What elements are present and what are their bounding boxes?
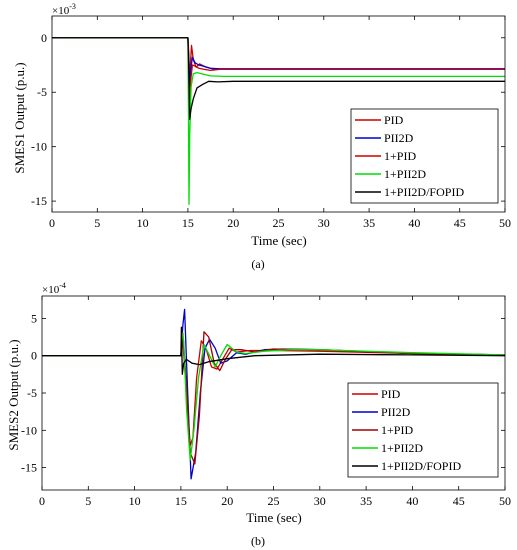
x-tick-label: 50	[499, 494, 511, 508]
series-line-1-pid	[42, 331, 506, 465]
legend-entry: PII2D	[381, 405, 411, 419]
series-line-pii2d	[52, 37, 505, 93]
panel-caption-b: (b)	[251, 534, 265, 548]
y-axis-label-a: SMES1 Output (p.u.)	[12, 62, 27, 173]
legend: PID PII2D 1+PID 1+PII2D 1+PII2D/FOPID	[347, 382, 499, 478]
x-tick-label: 20	[227, 216, 239, 230]
y-tick-label: 0	[41, 31, 47, 45]
chart-smes2-output: ×10-4 SMES2 Output (p.u.) Time (sec) (b)…	[6, 281, 511, 548]
chart-smes1-output: ×10-3 SMES1 Output (p.u.) Time (sec) (a)…	[12, 2, 511, 271]
legend-entry: PID	[381, 387, 401, 401]
x-tick-label: 20	[221, 494, 233, 508]
y-tick-label: -10	[21, 423, 37, 437]
y-tick-label: -5	[27, 386, 37, 400]
x-tick-label: 0	[49, 216, 55, 230]
x-tick-label: 45	[453, 494, 465, 508]
x-tick-label: 30	[314, 494, 326, 508]
x-tick-label: 10	[137, 216, 149, 230]
legend-entry: 1+PID	[384, 149, 416, 163]
panel-caption-a: (a)	[251, 257, 264, 271]
series-line-pid	[52, 37, 505, 82]
x-tick-label: 10	[129, 494, 141, 508]
exponent-power-b: -4	[59, 281, 66, 290]
y-tick-label: -5	[37, 85, 47, 99]
legend: PID PII2D 1+PID 1+PII2D 1+PII2D/FOPID	[350, 108, 499, 204]
x-tick-label: 40	[406, 494, 418, 508]
exponent-base-a: ×10	[52, 5, 70, 17]
y-tick-label: 5	[31, 311, 37, 325]
x-tick-label: 15	[182, 216, 194, 230]
x-tick-label: 25	[268, 494, 280, 508]
exponent-label-b: ×10-4	[42, 281, 66, 296]
y-tick-label: -10	[31, 140, 47, 154]
legend-entry: PID	[384, 113, 404, 127]
y-tick-label: 0	[31, 349, 37, 363]
legend-entry: 1+PII2D/FOPID	[381, 459, 461, 473]
legend-entry: 1+PII2D	[381, 441, 423, 455]
series-group	[42, 308, 506, 480]
x-tick-label: 35	[360, 494, 372, 508]
x-tick-label: 30	[318, 216, 330, 230]
legend-entry: 1+PII2D	[384, 167, 426, 181]
x-tick-label: 25	[273, 216, 285, 230]
series-line-1-pid	[52, 37, 505, 121]
x-tick-label: 40	[408, 216, 420, 230]
x-tick-label: 5	[85, 494, 91, 508]
legend-entry: 1+PII2D/FOPID	[384, 185, 464, 199]
y-tick-label: -15	[31, 194, 47, 208]
y-tick-label: -15	[21, 461, 37, 475]
y-axis-label-b: SMES2 Output (p.u.)	[6, 339, 21, 450]
series-line-1-pii2d-fopid	[52, 37, 505, 121]
x-tick-label: 50	[499, 216, 511, 230]
x-tick-label: 0	[39, 494, 45, 508]
series-line-1-pii2d-fopid	[42, 326, 506, 375]
x-axis-label-b: Time (sec)	[246, 510, 302, 525]
exponent-power-a: -3	[69, 2, 76, 11]
x-tick-label: 35	[363, 216, 375, 230]
legend-entry: PII2D	[384, 131, 414, 145]
x-tick-label: 15	[175, 494, 187, 508]
series-group	[52, 37, 505, 206]
exponent-label-a: ×10-3	[52, 2, 76, 17]
x-tick-label: 5	[94, 216, 100, 230]
x-axis-label-a: Time (sec)	[251, 233, 307, 248]
x-tick-label: 45	[454, 216, 466, 230]
exponent-base-b: ×10	[42, 284, 60, 296]
legend-entry: 1+PID	[381, 423, 413, 437]
series-line-1-pii2d	[52, 37, 505, 206]
